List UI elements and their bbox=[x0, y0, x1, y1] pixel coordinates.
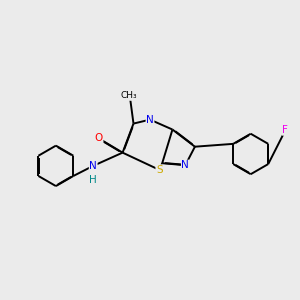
Text: H: H bbox=[89, 175, 97, 185]
Text: CH₃: CH₃ bbox=[120, 91, 137, 100]
Text: O: O bbox=[95, 134, 103, 143]
Text: F: F bbox=[283, 125, 288, 135]
Text: N: N bbox=[182, 160, 189, 170]
Text: N: N bbox=[89, 161, 97, 171]
Text: S: S bbox=[156, 165, 163, 175]
Text: N: N bbox=[146, 115, 154, 124]
